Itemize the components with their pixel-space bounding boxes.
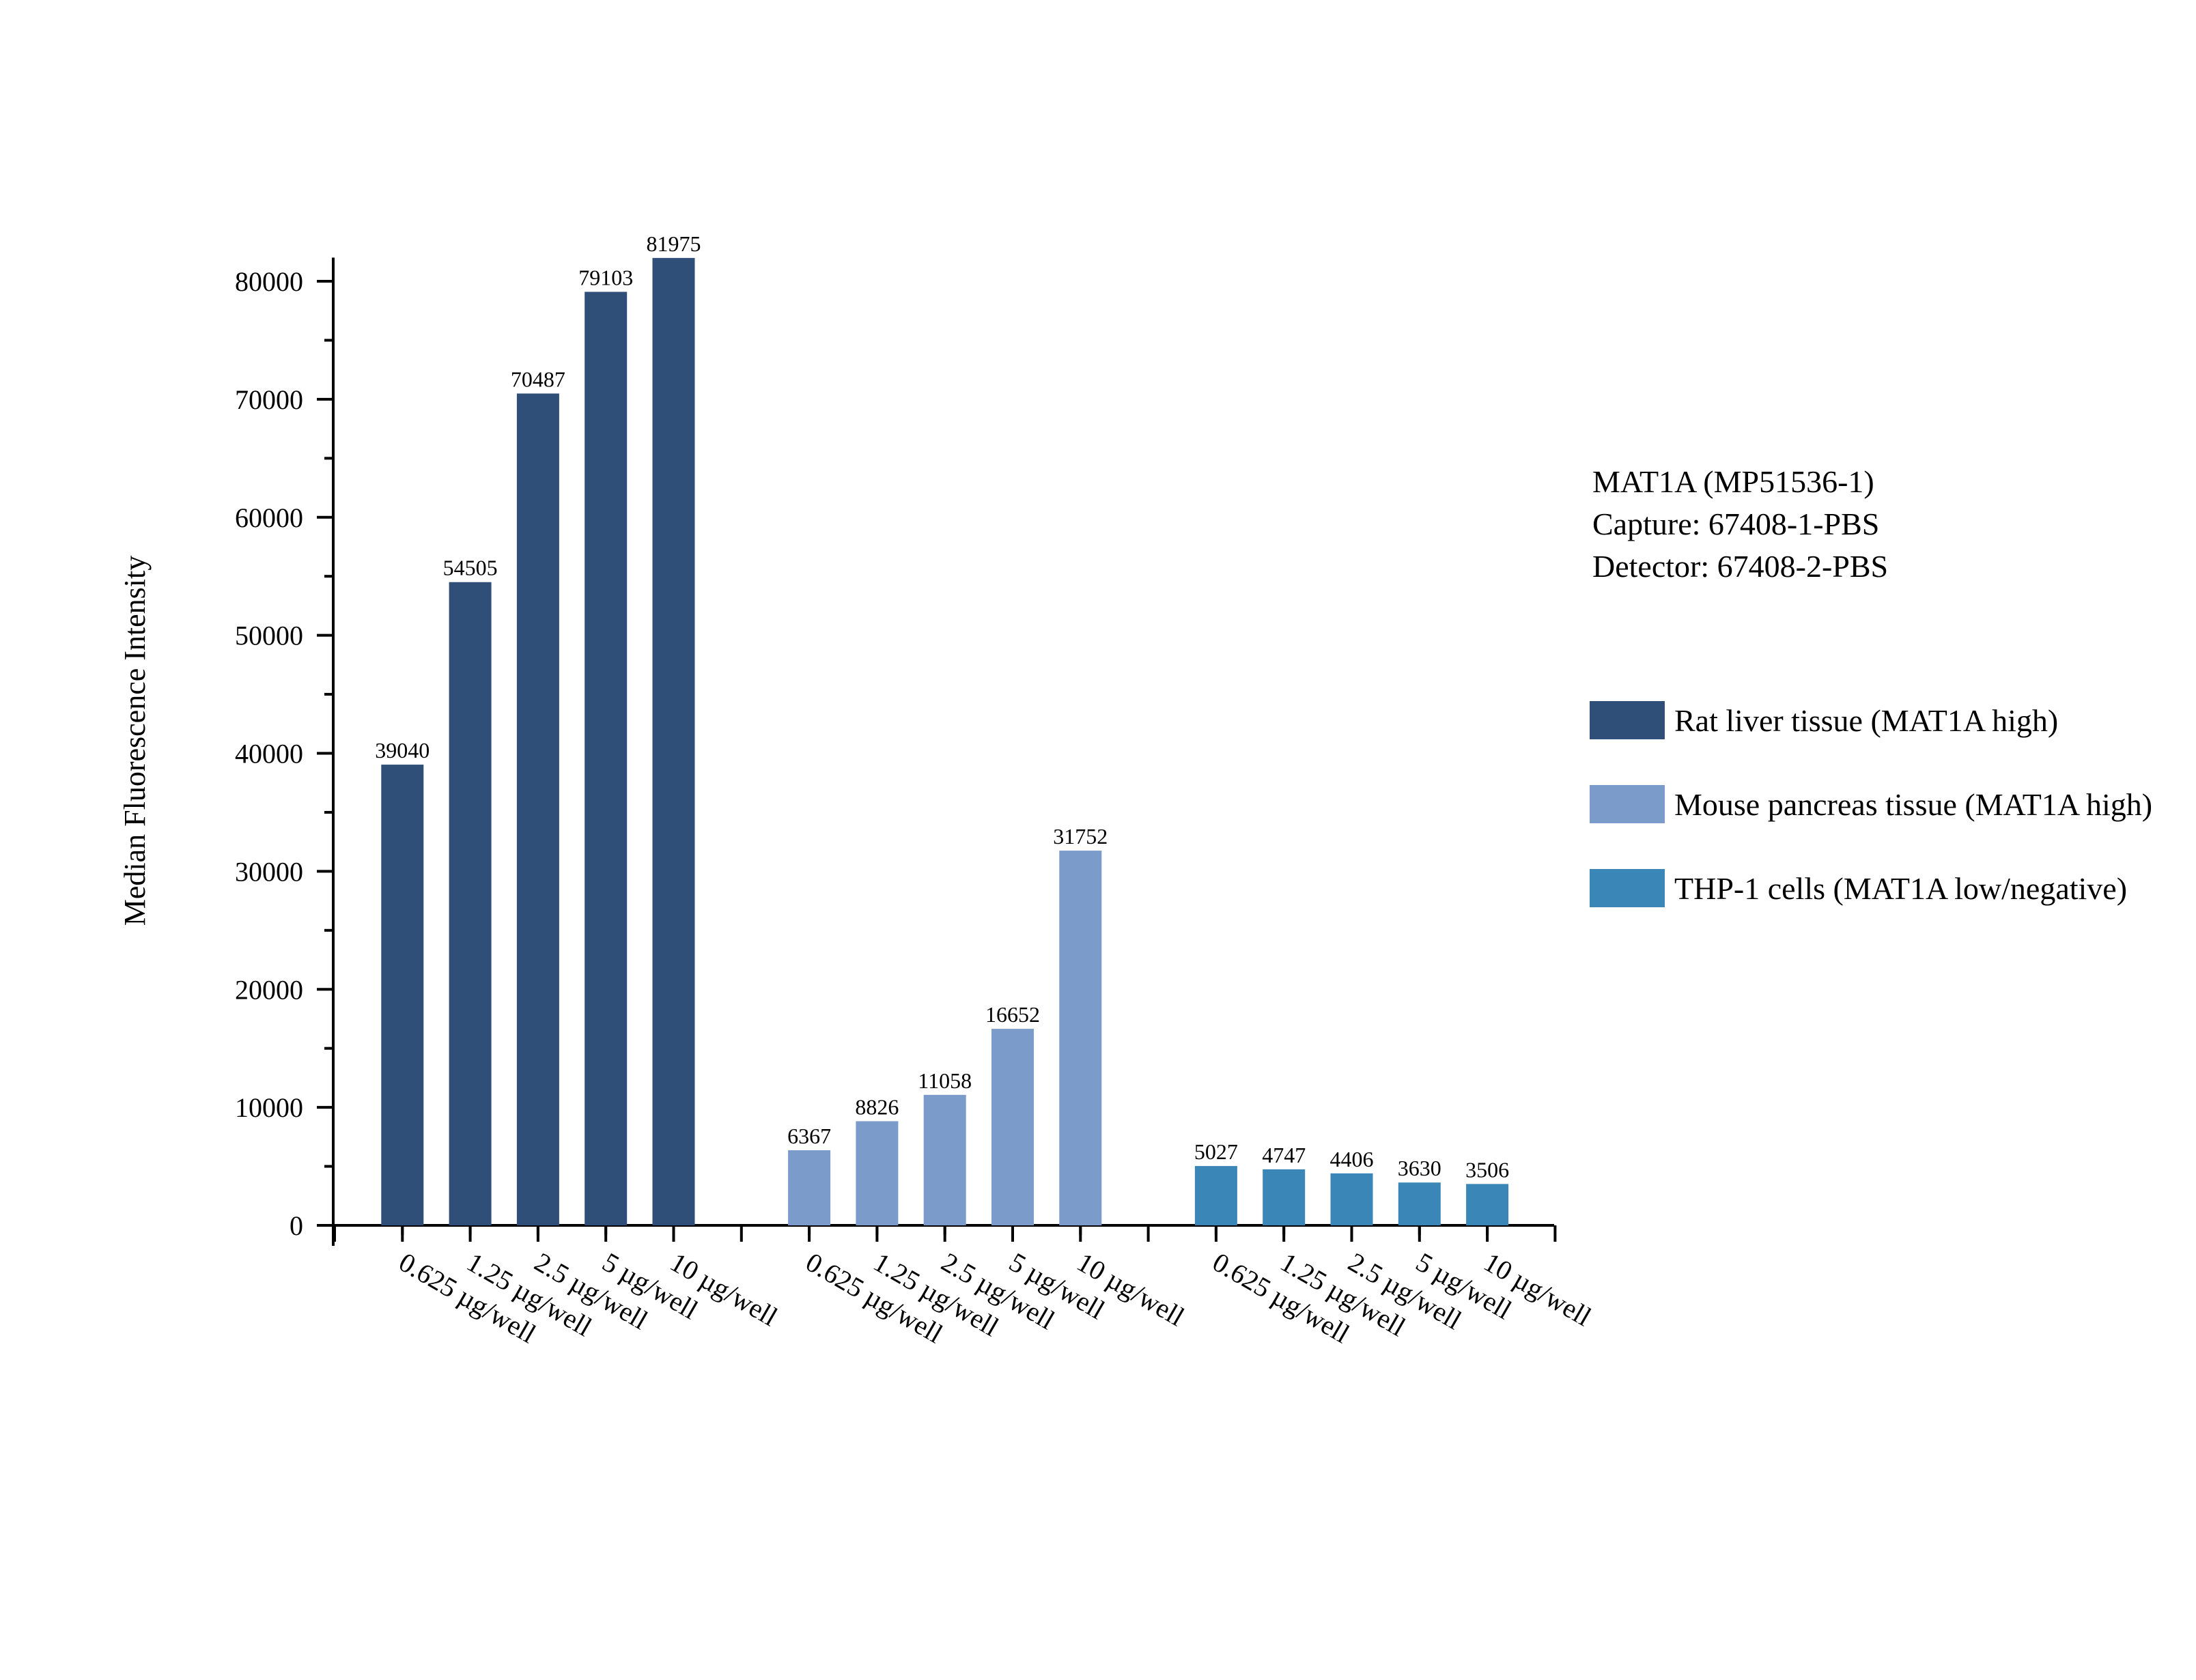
assay-capture: Capture: 67408-1-PBS <box>1592 507 1880 541</box>
bar-value-label: 70487 <box>511 367 565 391</box>
legend: Rat liver tissue (MAT1A high) Mouse panc… <box>1590 699 2152 951</box>
assay-target: MAT1A (MP51536-1) <box>1592 464 1874 499</box>
bar <box>585 291 628 1226</box>
bar-value-label: 3506 <box>1465 1157 1509 1182</box>
bar <box>381 765 424 1225</box>
y-axis-title: Median Fluorescence Intensity <box>118 556 152 926</box>
bar <box>1059 851 1102 1225</box>
bar <box>1466 1184 1509 1225</box>
assay-info: MAT1A (MP51536-1) Capture: 67408-1-PBS D… <box>1592 461 1888 588</box>
bar-value-label: 4747 <box>1262 1143 1306 1167</box>
bar-value-label: 81975 <box>647 231 701 256</box>
bar <box>788 1150 831 1225</box>
bar <box>1330 1173 1373 1225</box>
bar <box>1194 1166 1237 1225</box>
bar-value-label: 11058 <box>918 1068 972 1093</box>
bar <box>923 1094 966 1225</box>
bar-value-label: 4406 <box>1330 1147 1374 1171</box>
bar-value-label: 39040 <box>375 738 430 763</box>
y-tick-label: 40000 <box>235 739 303 769</box>
bar <box>516 393 559 1225</box>
y-tick-label: 50000 <box>235 621 303 651</box>
legend-swatch <box>1590 785 1665 823</box>
legend-item-thp1: THP-1 cells (MAT1A low/negative) <box>1590 867 2152 909</box>
bar <box>1398 1182 1441 1225</box>
bar <box>652 257 695 1225</box>
legend-label: THP-1 cells (MAT1A low/negative) <box>1674 870 2128 906</box>
bar <box>991 1029 1034 1225</box>
legend-label: Mouse pancreas tissue (MAT1A high) <box>1674 786 2153 822</box>
y-tick-label: 20000 <box>235 974 303 1005</box>
bar-value-label: 31752 <box>1053 824 1108 849</box>
legend-swatch <box>1590 701 1665 739</box>
bar-value-label: 79103 <box>578 266 633 290</box>
bar-value-label: 3630 <box>1398 1156 1441 1180</box>
legend-label: Rat liver tissue (MAT1A high) <box>1674 702 2059 738</box>
bar <box>449 582 492 1225</box>
y-tick-label: 30000 <box>235 856 303 887</box>
bar-value-label: 8826 <box>855 1094 899 1119</box>
y-tick-label: 70000 <box>235 384 303 415</box>
assay-detector: Detector: 67408-2-PBS <box>1592 549 1889 584</box>
legend-item-rat-liver: Rat liver tissue (MAT1A high) <box>1590 699 2152 741</box>
bar-value-label: 16652 <box>985 1002 1040 1027</box>
y-tick-label: 80000 <box>235 266 303 297</box>
bar <box>856 1121 899 1225</box>
y-tick-label: 60000 <box>235 502 303 533</box>
bar <box>1263 1169 1306 1225</box>
legend-swatch <box>1590 869 1665 907</box>
bar-value-label: 54505 <box>443 556 498 580</box>
bar-value-label: 5027 <box>1194 1139 1238 1164</box>
y-tick-label: 0 <box>290 1210 303 1241</box>
y-tick-label: 10000 <box>235 1092 303 1123</box>
bar-value-label: 6367 <box>787 1124 831 1148</box>
legend-item-mouse-pancreas: Mouse pancreas tissue (MAT1A high) <box>1590 783 2152 825</box>
